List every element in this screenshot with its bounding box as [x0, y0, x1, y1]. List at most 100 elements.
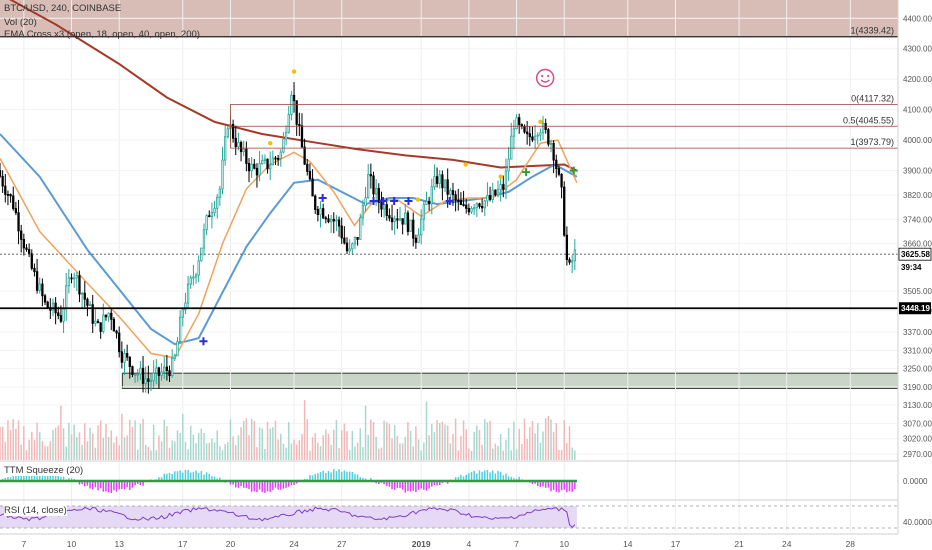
candle-body — [473, 207, 476, 210]
candle-body — [504, 170, 508, 190]
candle-body — [20, 230, 23, 240]
volume-bar — [282, 443, 285, 460]
volume-bar — [187, 449, 189, 460]
price-tick-label: 3250.00 — [903, 365, 932, 374]
price-tick-label: 3820.00 — [903, 191, 932, 200]
squeeze-bar — [4, 477, 7, 481]
candle-body — [120, 351, 124, 363]
squeeze-bar — [486, 470, 489, 481]
signal-dot — [267, 140, 273, 146]
price-tick-label: 4100.00 — [903, 106, 932, 115]
candle-body — [552, 142, 555, 161]
time-tick-label: 14 — [623, 539, 633, 549]
candle-body — [329, 218, 333, 223]
squeeze-bar — [431, 481, 433, 487]
volume-bar — [280, 433, 282, 460]
squeeze-bar — [245, 481, 248, 489]
candle-body — [131, 366, 134, 375]
volume-bar — [240, 427, 242, 460]
volume-bar — [518, 428, 520, 460]
candle-body — [425, 200, 428, 205]
candle-body — [377, 188, 380, 203]
candle-body — [197, 260, 200, 276]
squeeze-bar — [158, 477, 160, 481]
volume-bar — [89, 427, 91, 460]
price-tick-label: 3310.00 — [903, 346, 932, 355]
squeeze-bar — [338, 469, 340, 481]
squeeze-bar — [78, 481, 81, 485]
squeeze-bar — [136, 481, 139, 484]
squeeze-bar — [107, 481, 110, 493]
squeeze-bar — [547, 481, 550, 488]
squeeze-bar — [542, 481, 544, 487]
squeeze-bar — [160, 477, 163, 481]
volume-bar — [396, 435, 399, 460]
countdown-badge-bg — [899, 261, 931, 274]
volume-bar — [544, 418, 547, 460]
volume-bar — [367, 434, 369, 460]
candle-body — [417, 234, 420, 243]
candle-body — [443, 179, 447, 189]
candle-body — [261, 160, 264, 165]
squeeze-bar — [280, 481, 282, 490]
price-tick-label: 3130.00 — [903, 401, 932, 410]
candle-body — [168, 370, 171, 377]
candle-body — [404, 212, 407, 225]
squeeze-bar — [399, 481, 401, 489]
price-tick-label: 3020.00 — [903, 435, 932, 444]
squeeze-bar — [240, 481, 242, 487]
squeeze-bar — [211, 476, 213, 481]
candle-body — [51, 302, 55, 311]
volume-bar — [20, 444, 22, 460]
squeeze-bar — [417, 481, 420, 490]
squeeze-bar — [401, 481, 404, 490]
squeeze-bar — [340, 471, 343, 481]
candle-body — [351, 243, 354, 250]
squeeze-bar — [17, 474, 20, 481]
candle-body — [276, 157, 280, 160]
squeeze-bar — [568, 481, 571, 492]
smiley-eye-icon — [541, 74, 544, 78]
volume-bar — [322, 435, 324, 460]
volume-bar — [123, 437, 126, 460]
volume-bar — [78, 432, 81, 460]
volume-bar — [12, 419, 14, 460]
volume-bar — [409, 430, 412, 460]
volume-bar — [277, 439, 279, 460]
candle-body — [367, 174, 370, 199]
squeeze-bar — [362, 477, 364, 481]
smiley-mouth-icon — [540, 79, 550, 83]
volume-bar — [155, 450, 158, 460]
candle-body — [459, 199, 463, 205]
volume-bar — [211, 438, 213, 460]
time-tick-label: 24 — [782, 539, 792, 549]
candle-body — [224, 136, 227, 161]
symbol-legend: BTC/USD, 240, COINBASE — [4, 3, 122, 14]
squeeze-bar — [46, 471, 49, 481]
volume-bar — [136, 449, 139, 460]
ema-cross-marker — [379, 197, 388, 206]
volume-bar — [340, 430, 343, 460]
candle-body — [9, 194, 12, 197]
candle-body — [295, 100, 298, 125]
candle-body — [221, 159, 224, 190]
volume-bar — [113, 442, 115, 460]
squeeze-bar — [468, 473, 470, 481]
price-tick-label: 3740.00 — [903, 215, 932, 224]
volume-bar — [15, 428, 17, 460]
squeeze-bar — [23, 471, 25, 481]
candle-body — [184, 302, 187, 311]
squeeze-bar — [285, 481, 287, 488]
volume-bar — [444, 424, 446, 460]
squeeze-bar — [404, 481, 407, 493]
candle-body — [35, 271, 39, 291]
volume-bar — [285, 447, 287, 460]
sub-panels-layer — [0, 460, 932, 535]
candle-body — [335, 219, 338, 222]
squeeze-bar — [118, 481, 120, 490]
volume-bar — [91, 433, 94, 460]
squeeze-bar — [266, 481, 269, 492]
candle-body — [385, 204, 388, 216]
